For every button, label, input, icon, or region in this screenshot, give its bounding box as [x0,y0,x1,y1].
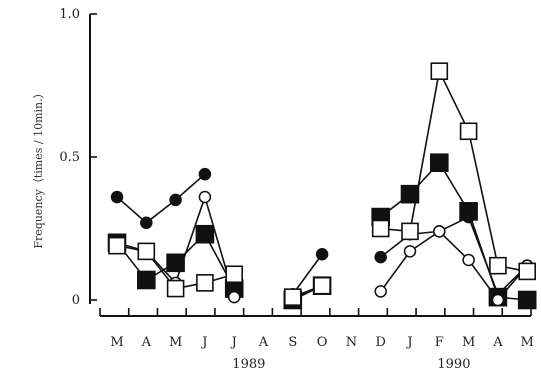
x-tick-label: M [110,335,123,350]
x-tick-label: M [169,335,182,350]
series-line-open-square [380,68,528,273]
data-point-open-square [225,265,243,284]
data-point-open-circle [374,285,387,298]
data-point-open-square [371,219,390,238]
y-axis-label: Frequency（times / 10min.） [32,87,45,248]
x-tick-label: A [492,335,503,350]
data-point-filled-square [429,153,449,173]
data-point-filled-circle [315,247,329,261]
y-tick-label: 0.5 [59,150,80,165]
series-line-filled-circle [292,253,323,295]
data-point-filled-circle [198,167,212,181]
data-point-open-square [137,242,156,261]
x-tick-label: N [346,335,357,350]
x-tick-label: J [405,335,412,350]
x-tick-label: J [230,335,237,350]
data-point-open-square [166,279,185,298]
data-point-filled-square [459,202,478,221]
data-point-open-circle [403,245,417,258]
x-tick-label: A [258,335,269,350]
data-point-open-circle [491,293,505,307]
data-point-open-square [459,122,478,141]
x-tick-label: O [317,335,328,350]
series-markers [107,62,537,310]
data-point-open-circle [433,225,446,238]
data-point-filled-circle [110,190,124,204]
data-point-open-square [401,222,419,241]
data-point-open-square [313,276,331,295]
data-point-filled-square [517,290,537,310]
data-point-open-circle [462,253,475,267]
data-point-filled-circle [140,216,153,230]
data-point-open-square [489,256,507,275]
data-point-filled-square [137,270,156,290]
data-point-open-square [518,262,537,281]
x-tick-label: M [462,335,475,350]
x-tick-label: S [288,335,297,350]
data-point-open-square [196,274,214,292]
data-point-open-square [430,62,449,81]
data-point-filled-square [195,224,215,244]
x-tick-label: F [435,335,444,350]
year-label: 1989 [232,357,265,372]
data-point-open-square [108,236,126,255]
y-tick-label: 1.0 [59,7,80,22]
x-tick-label: J [200,335,207,350]
y-tick-label: 0 [72,293,80,308]
data-point-open-circle [227,290,241,304]
tick-labels: 0 0.5 1.0 M A M J J A S O N D J F M A M 1989 1990 [59,7,534,372]
x-tick-label: A [141,335,152,350]
data-point-open-circle [198,190,212,204]
data-point-filled-square [400,184,420,204]
x-tick-label: M [521,335,534,350]
data-point-filled-square [166,253,185,273]
x-tick-label: D [375,335,385,350]
data-point-filled-circle [374,250,387,264]
data-point-filled-circle [169,193,182,207]
data-point-open-square [283,288,302,306]
year-label: 1990 [437,357,470,372]
series-line-filled-circle [116,173,206,224]
axes [89,13,532,317]
